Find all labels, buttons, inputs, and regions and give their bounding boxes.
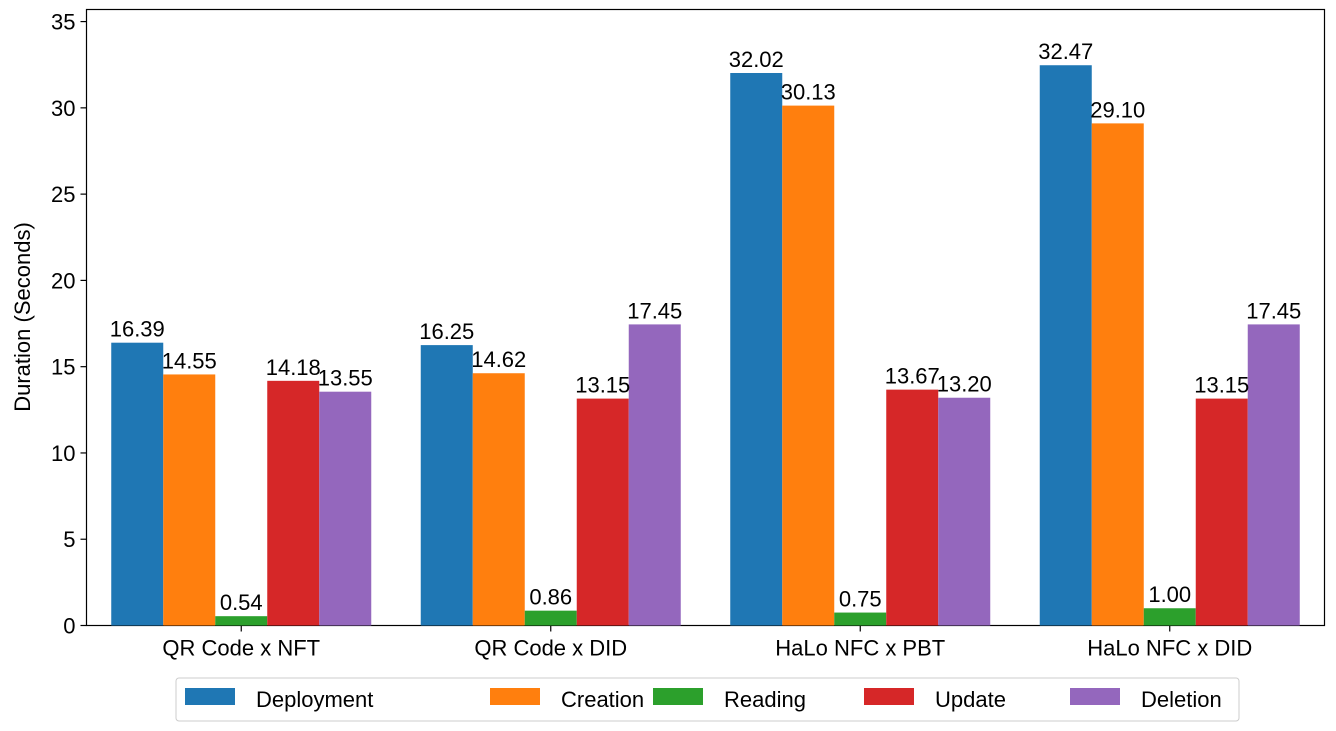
bar-reading (1143, 608, 1196, 626)
y-tick-label: 20 (51, 268, 75, 293)
bar-creation (1091, 123, 1144, 626)
bar-deployment (1039, 65, 1092, 626)
x-tick-label: HaLo NFC x DID (1087, 636, 1252, 661)
bar-value-label: 29.10 (1090, 97, 1145, 122)
bar-value-label: 13.55 (318, 366, 373, 391)
plot-frame (85, 8, 1326, 627)
bar-reading (834, 612, 887, 626)
bar-reading (524, 610, 577, 626)
bar-value-label: 14.18 (266, 355, 321, 380)
x-tick-label: HaLo NFC x PBT (775, 636, 945, 661)
x-axis: QR Code x NFT QR Code x DID HaLo NFC x PBT… (162, 625, 1252, 661)
bar-deployment (730, 72, 783, 626)
bars-layer (111, 65, 1300, 626)
y-tick-label: 10 (51, 441, 75, 466)
bar-value-label: 0.86 (529, 585, 572, 610)
bar-value-label: 17.45 (1246, 298, 1301, 323)
bar-deletion (319, 391, 372, 626)
y-tick-label: 30 (51, 96, 75, 121)
bar-value-label: 16.39 (110, 317, 165, 342)
bar-value-label: 13.15 (575, 373, 630, 398)
bar-creation (782, 105, 835, 626)
bar-value-label: 14.55 (162, 348, 217, 373)
legend-label-reading: Reading (724, 687, 806, 712)
bar-deployment (420, 345, 473, 626)
bar-value-label: 13.15 (1194, 373, 1249, 398)
y-tick-label: 35 (51, 10, 75, 35)
bar-deletion (628, 324, 681, 626)
y-axis-title: Duration (Seconds) (10, 222, 35, 412)
legend-frame (175, 677, 1240, 722)
legend-swatch-creation (490, 688, 540, 705)
bar-creation (163, 374, 216, 626)
legend-label-update: Update (935, 687, 1006, 712)
legend: Deployment Creation Reading Update Deletion (175, 677, 1240, 722)
y-tick-label: 5 (63, 527, 75, 552)
x-tick-label: QR Code x NFT (162, 636, 320, 661)
y-axis: 0 5 10 15 20 25 30 35 (51, 10, 87, 639)
bar-update (1195, 398, 1248, 626)
legend-label-creation: Creation (561, 687, 644, 712)
legend-label-deployment: Deployment (256, 687, 373, 712)
bar-value-label: 30.13 (781, 80, 836, 105)
bar-deployment (111, 342, 164, 626)
legend-swatch-deletion (1070, 688, 1120, 705)
bar-update (267, 380, 320, 626)
bar-deletion (938, 397, 991, 626)
x-tick-label: QR Code x DID (474, 636, 627, 661)
y-tick-label: 15 (51, 355, 75, 380)
bar-value-label: 13.20 (937, 372, 992, 397)
bar-value-label: 0.54 (220, 590, 263, 615)
bar-value-label: 16.25 (419, 319, 474, 344)
legend-swatch-deployment (185, 688, 235, 705)
bar-update (576, 398, 629, 626)
bar-deletion (1247, 324, 1300, 626)
y-tick-label: 25 (51, 182, 75, 207)
bar-creation (472, 373, 525, 626)
bar-reading (215, 616, 268, 626)
bar-value-label: 0.75 (839, 587, 882, 612)
bar-value-label: 13.67 (885, 364, 940, 389)
legend-swatch-reading (653, 688, 703, 705)
bar-value-label: 17.45 (627, 298, 682, 323)
bar-value-label: 1.00 (1148, 582, 1191, 607)
y-tick-label: 0 (63, 614, 75, 639)
bar-update (886, 389, 939, 626)
bar-value-label: 32.02 (729, 47, 784, 72)
legend-label-deletion: Deletion (1141, 687, 1222, 712)
legend-swatch-update (864, 688, 914, 705)
bar-value-label: 32.47 (1038, 39, 1093, 64)
bar-value-label: 14.62 (471, 347, 526, 372)
